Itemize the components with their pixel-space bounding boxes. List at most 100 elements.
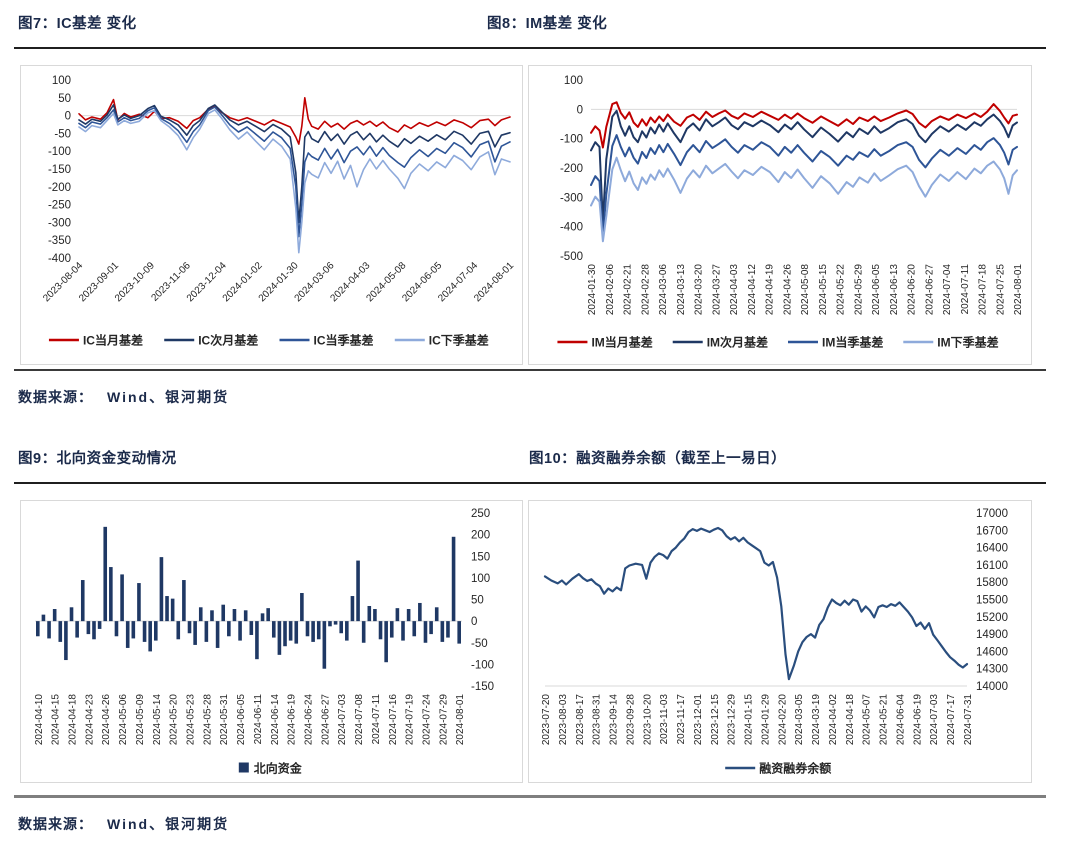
svg-text:2024-06-14: 2024-06-14	[270, 694, 281, 746]
svg-text:2024-06-04: 2024-06-04	[895, 694, 906, 746]
title-separator-line-1	[14, 47, 1046, 49]
ic-basis-chart: 100 50 0 -50 -100 -150 -200 -250 -300 -350 -400 202…	[41, 75, 516, 348]
fig9-title: 图9：北向资金变动情况	[18, 451, 177, 467]
svg-text:-150: -150	[48, 164, 71, 176]
svg-text:150: 150	[471, 551, 490, 563]
svg-text:-50: -50	[471, 638, 488, 650]
svg-text:250: 250	[471, 508, 490, 520]
data-source-value: Wind、银河期货	[107, 816, 230, 832]
chart-separator-line-1	[14, 369, 1046, 371]
fig8-chart-card: 100 0 -100 -200 -300 -400 -500 2024-01-30 2024-0…	[528, 65, 1032, 365]
svg-text:2024-04-02: 2024-04-02	[828, 694, 839, 746]
svg-text:15500: 15500	[976, 595, 1008, 607]
svg-text:2024-04-15: 2024-04-15	[51, 694, 62, 746]
svg-text:2024-02-20: 2024-02-20	[777, 694, 788, 746]
svg-text:IM当季基差: IM当季基差	[822, 335, 883, 350]
svg-text:2023-09-14: 2023-09-14	[609, 694, 620, 746]
svg-text:2024-04-18: 2024-04-18	[68, 694, 79, 746]
svg-text:14900: 14900	[976, 629, 1008, 641]
svg-text:IC当季基差: IC当季基差	[314, 333, 374, 348]
svg-text:2024-05-15: 2024-05-15	[818, 264, 829, 316]
svg-text:2024-04-12: 2024-04-12	[747, 264, 758, 316]
svg-text:16100: 16100	[976, 560, 1008, 572]
svg-text:2023-11-03: 2023-11-03	[659, 694, 670, 745]
svg-text:0: 0	[471, 616, 477, 628]
svg-text:2024-05-20: 2024-05-20	[169, 694, 180, 746]
svg-text:2024-01-15: 2024-01-15	[744, 694, 755, 746]
svg-text:2024-07-31: 2024-07-31	[963, 694, 974, 746]
svg-text:2024-08-01: 2024-08-01	[472, 260, 516, 304]
svg-text:17000: 17000	[976, 508, 1008, 520]
svg-text:2023-07-20: 2023-07-20	[541, 694, 552, 746]
svg-text:2024-07-03: 2024-07-03	[929, 694, 940, 746]
svg-text:-500: -500	[560, 251, 583, 263]
svg-text:2024-04-03: 2024-04-03	[729, 264, 740, 316]
svg-text:-200: -200	[560, 163, 583, 175]
svg-text:-200: -200	[48, 182, 71, 194]
svg-text:-250: -250	[48, 200, 71, 212]
report-figures-page: 图7：IC基差 变化 图8：IM基差 变化 100 50 0 -50 -100 -150 -…	[0, 12, 1080, 834]
svg-text:100: 100	[52, 75, 71, 87]
svg-text:2023-08-03: 2023-08-03	[558, 694, 569, 746]
svg-text:2024-06-13: 2024-06-13	[889, 264, 900, 316]
im-basis-chart: 100 0 -100 -200 -300 -400 -500 2024-01-30 2024-0…	[557, 75, 1024, 350]
svg-text:2024-07-08: 2024-07-08	[354, 694, 365, 746]
svg-text:2023-11-17: 2023-11-17	[676, 694, 687, 745]
svg-text:2024-05-21: 2024-05-21	[879, 694, 890, 746]
svg-text:200: 200	[471, 530, 490, 542]
svg-text:2024-06-19: 2024-06-19	[912, 694, 923, 746]
svg-text:2024-07-03: 2024-07-03	[337, 694, 348, 746]
svg-text:2024-07-11: 2024-07-11	[371, 694, 382, 745]
svg-text:100: 100	[471, 573, 490, 585]
svg-text:-150: -150	[471, 681, 494, 693]
data-source-2: 数据来源： Wind、银河期货	[18, 814, 1080, 834]
svg-text:2024-07-04: 2024-07-04	[942, 264, 953, 316]
svg-text:2024-06-27: 2024-06-27	[924, 264, 935, 316]
chart-row-2: 250 200 150 100 50 0 -50 -100 -150 2024-04-10 2024…	[20, 500, 1080, 783]
svg-text:-100: -100	[560, 134, 583, 146]
fig9-chart-card: 250 200 150 100 50 0 -50 -100 -150 2024-04-10 2024…	[20, 500, 523, 783]
svg-text:-400: -400	[48, 253, 71, 265]
svg-text:2024-03-20: 2024-03-20	[694, 264, 705, 316]
svg-text:2023-08-31: 2023-08-31	[592, 694, 603, 746]
svg-text:融资融券余额: 融资融券余额	[759, 761, 831, 776]
svg-text:IC当月基差: IC当月基差	[83, 333, 143, 348]
svg-text:北向资金: 北向资金	[254, 761, 303, 776]
svg-text:2023-09-28: 2023-09-28	[625, 694, 636, 746]
svg-text:2024-03-05: 2024-03-05	[794, 694, 805, 746]
svg-text:2024-05-28: 2024-05-28	[202, 694, 213, 746]
svg-text:2023-12-29: 2023-12-29	[727, 694, 738, 746]
figure-titles-row-1: 图7：IC基差 变化 图8：IM基差 变化	[0, 12, 1080, 33]
svg-text:-300: -300	[560, 192, 583, 204]
svg-text:2024-02-06: 2024-02-06	[605, 264, 616, 316]
fig10-title: 图10：融资融券余额（截至上一易日）	[529, 451, 787, 467]
svg-text:2024-04-19: 2024-04-19	[765, 264, 776, 316]
svg-text:15200: 15200	[976, 612, 1008, 624]
svg-text:2024-05-09: 2024-05-09	[135, 694, 146, 746]
svg-text:2024-04-26: 2024-04-26	[101, 694, 112, 746]
svg-text:2024-06-19: 2024-06-19	[287, 694, 298, 746]
svg-text:2023-08-17: 2023-08-17	[575, 694, 586, 746]
svg-text:14300: 14300	[976, 664, 1008, 676]
svg-text:100: 100	[564, 75, 583, 87]
svg-text:-300: -300	[48, 217, 71, 229]
chart-row-1: 100 50 0 -50 -100 -150 -200 -250 -300 -350 -400 202…	[20, 65, 1080, 365]
svg-text:2024-07-18: 2024-07-18	[978, 264, 989, 316]
svg-text:2024-04-18: 2024-04-18	[845, 694, 856, 746]
svg-text:2024-04-26: 2024-04-26	[782, 264, 793, 316]
svg-text:2024-05-06: 2024-05-06	[118, 694, 129, 746]
svg-text:IM次月基差: IM次月基差	[707, 335, 768, 350]
svg-text:2024-02-21: 2024-02-21	[623, 264, 634, 316]
svg-text:2024-06-05: 2024-06-05	[871, 264, 882, 316]
svg-text:IC次月基差: IC次月基差	[198, 333, 258, 348]
fig7-chart-card: 100 50 0 -50 -100 -150 -200 -250 -300 -350 -400 202…	[20, 65, 523, 365]
svg-text:2024-06-05: 2024-06-05	[236, 694, 247, 746]
fig10-chart-card: 17000 16700 16400 16100 15800 15500 15200 14900…	[528, 500, 1032, 783]
svg-text:2024-03-27: 2024-03-27	[711, 264, 722, 316]
svg-text:IM当月基差: IM当月基差	[591, 335, 652, 350]
svg-text:2024-05-23: 2024-05-23	[186, 694, 197, 746]
svg-text:2024-05-14: 2024-05-14	[152, 694, 163, 746]
data-source-value: Wind、银河期货	[107, 389, 230, 405]
svg-text:2023-12-15: 2023-12-15	[710, 694, 721, 746]
figure-titles-row-2: 图9：北向资金变动情况 图10：融资融券余额（截至上一易日）	[0, 447, 1080, 468]
